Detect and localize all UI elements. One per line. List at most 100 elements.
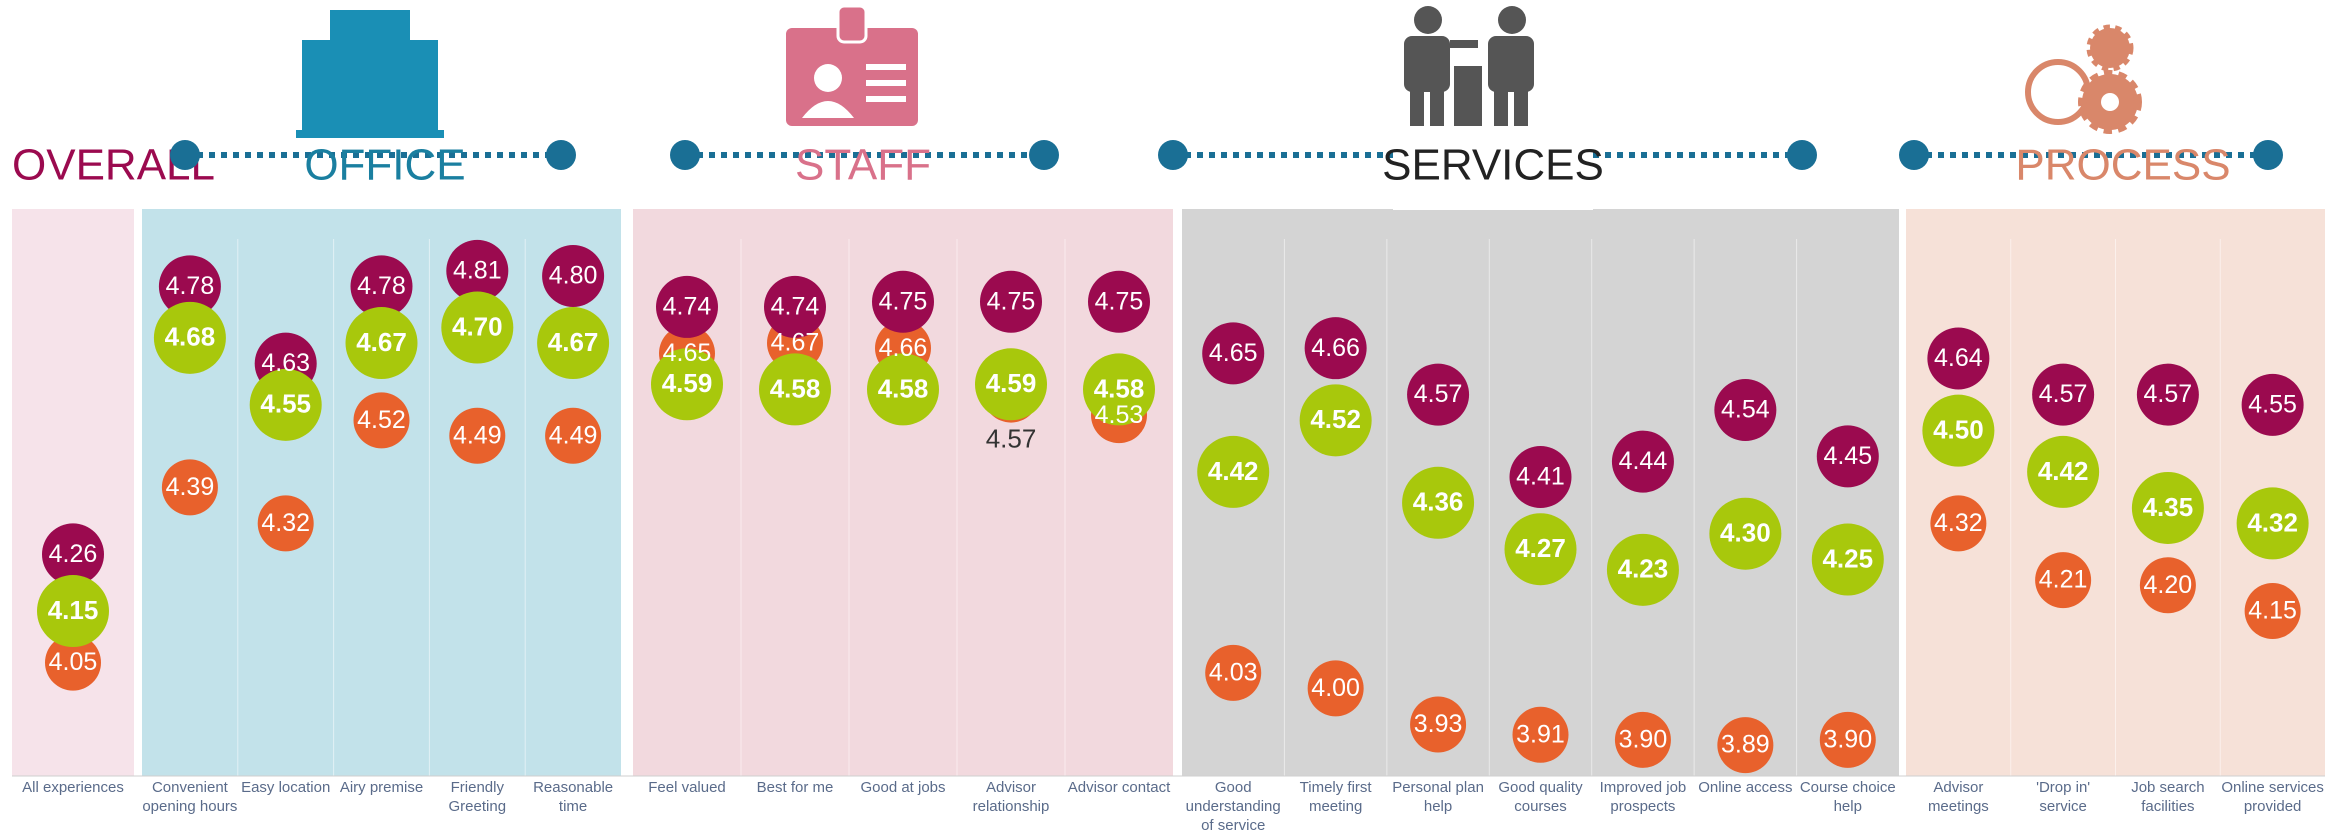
category-label: Good quality courses bbox=[1498, 779, 1583, 815]
value-label: 4.49 bbox=[549, 421, 598, 449]
category-label: Reasonable time bbox=[533, 779, 614, 815]
value-label: 4.03 bbox=[1209, 659, 1258, 687]
value-label: 4.57 bbox=[1414, 380, 1463, 408]
value-label: 4.42 bbox=[1208, 456, 1259, 486]
category-label: Online access bbox=[1698, 779, 1793, 796]
dot bbox=[42, 523, 104, 586]
value-label: 4.66 bbox=[879, 334, 928, 362]
dot bbox=[872, 270, 934, 333]
dot bbox=[1816, 425, 1879, 488]
dot bbox=[2035, 552, 2092, 609]
section-background bbox=[12, 209, 134, 776]
dot bbox=[1088, 270, 1150, 333]
value-label: 4.26 bbox=[49, 540, 98, 568]
category-label: Feel valued bbox=[648, 779, 726, 796]
value-label: 3.90 bbox=[1619, 726, 1668, 754]
value-label: 4.15 bbox=[48, 595, 99, 625]
dot bbox=[446, 239, 509, 302]
dot bbox=[1611, 430, 1674, 493]
dot bbox=[656, 275, 718, 338]
dot bbox=[759, 353, 831, 426]
value-label: 4.55 bbox=[2248, 390, 2297, 418]
value-label: 4.39 bbox=[166, 473, 215, 501]
value-label: 4.36 bbox=[1413, 487, 1464, 517]
dot bbox=[1811, 523, 1884, 596]
category-label: Course choice help bbox=[1799, 779, 1896, 815]
category-label: Improved job prospects bbox=[1599, 779, 1687, 815]
dot bbox=[353, 392, 410, 449]
value-label: 3.89 bbox=[1721, 731, 1770, 759]
staff-icon bbox=[786, 4, 918, 126]
value-label: 4.42 bbox=[2038, 456, 2089, 486]
value-label: 4.66 bbox=[1311, 334, 1360, 362]
section-title: PROCESS bbox=[2015, 141, 2230, 190]
value-label: 4.74 bbox=[771, 293, 820, 321]
value-label: 4.00 bbox=[1311, 674, 1360, 702]
value-label: 4.27 bbox=[1515, 533, 1566, 563]
process-icon bbox=[2025, 24, 2142, 134]
category-label: Online services provided bbox=[2221, 779, 2324, 815]
value-label: 4.58 bbox=[1094, 373, 1145, 403]
category-label: Best for me bbox=[756, 779, 834, 796]
value-label: 4.32 bbox=[2247, 507, 2298, 537]
dot bbox=[980, 270, 1042, 333]
dot bbox=[1410, 696, 1467, 753]
value-label: 4.32 bbox=[261, 509, 310, 537]
dot bbox=[1714, 379, 1777, 442]
dot bbox=[1299, 384, 1372, 457]
value-label: 4.59 bbox=[662, 368, 713, 398]
value-label: 4.52 bbox=[1310, 404, 1361, 434]
value-label: 4.20 bbox=[2144, 571, 2193, 599]
value-label: 4.67 bbox=[771, 329, 820, 357]
timeline-dot bbox=[546, 140, 576, 170]
timeline-dot bbox=[1029, 140, 1059, 170]
value-label: 3.90 bbox=[1823, 726, 1872, 754]
category-label: Good at jobs bbox=[860, 779, 946, 796]
value-label: 4.75 bbox=[879, 287, 928, 315]
dot bbox=[158, 255, 221, 318]
dot bbox=[764, 275, 826, 338]
dot bbox=[37, 575, 109, 648]
value-label: 4.63 bbox=[261, 349, 310, 377]
category-label: All experiences bbox=[22, 779, 124, 796]
value-label: 4.21 bbox=[2039, 566, 2088, 594]
dot bbox=[441, 291, 514, 364]
value-label: 4.50 bbox=[1933, 415, 1984, 445]
value-label: 4.45 bbox=[1823, 442, 1872, 470]
dot bbox=[651, 348, 723, 421]
category-label: Personal plan help bbox=[1392, 779, 1484, 815]
value-label: 4.55 bbox=[260, 389, 311, 419]
timeline-dot bbox=[2253, 140, 2283, 170]
category-label: Airy premise bbox=[339, 779, 424, 796]
value-label: 3.93 bbox=[1414, 710, 1463, 738]
dot bbox=[1930, 495, 1987, 552]
section-title: SERVICES bbox=[1382, 141, 1604, 190]
value-label: 4.25 bbox=[1822, 543, 1873, 573]
dot bbox=[350, 255, 413, 318]
dot bbox=[1922, 394, 1995, 467]
value-label: 4.65 bbox=[1209, 339, 1258, 367]
value-label: 3.91 bbox=[1516, 720, 1565, 748]
value-label: 4.41 bbox=[1516, 463, 1565, 491]
timeline-dot bbox=[1899, 140, 1929, 170]
dot bbox=[2236, 487, 2309, 560]
value-label: 4.78 bbox=[357, 272, 406, 300]
value-label: 4.15 bbox=[2248, 597, 2297, 625]
value-label: 4.49 bbox=[453, 421, 502, 449]
category-label: Advisor relationship bbox=[972, 779, 1050, 815]
dot bbox=[2131, 471, 2204, 544]
timeline-dot bbox=[1787, 140, 1817, 170]
value-label: 4.57 bbox=[2144, 380, 2193, 408]
dot bbox=[1717, 717, 1774, 774]
dot bbox=[1504, 513, 1577, 586]
dot bbox=[545, 407, 602, 464]
services-icon bbox=[1404, 6, 1534, 126]
value-label: 4.57 bbox=[986, 423, 1037, 453]
value-label: 4.05 bbox=[49, 648, 98, 676]
category-label: Timely first meeting bbox=[1299, 779, 1372, 815]
dot bbox=[449, 407, 506, 464]
category-label: Convenient opening hours bbox=[142, 779, 238, 815]
value-label: 4.64 bbox=[1934, 344, 1983, 372]
